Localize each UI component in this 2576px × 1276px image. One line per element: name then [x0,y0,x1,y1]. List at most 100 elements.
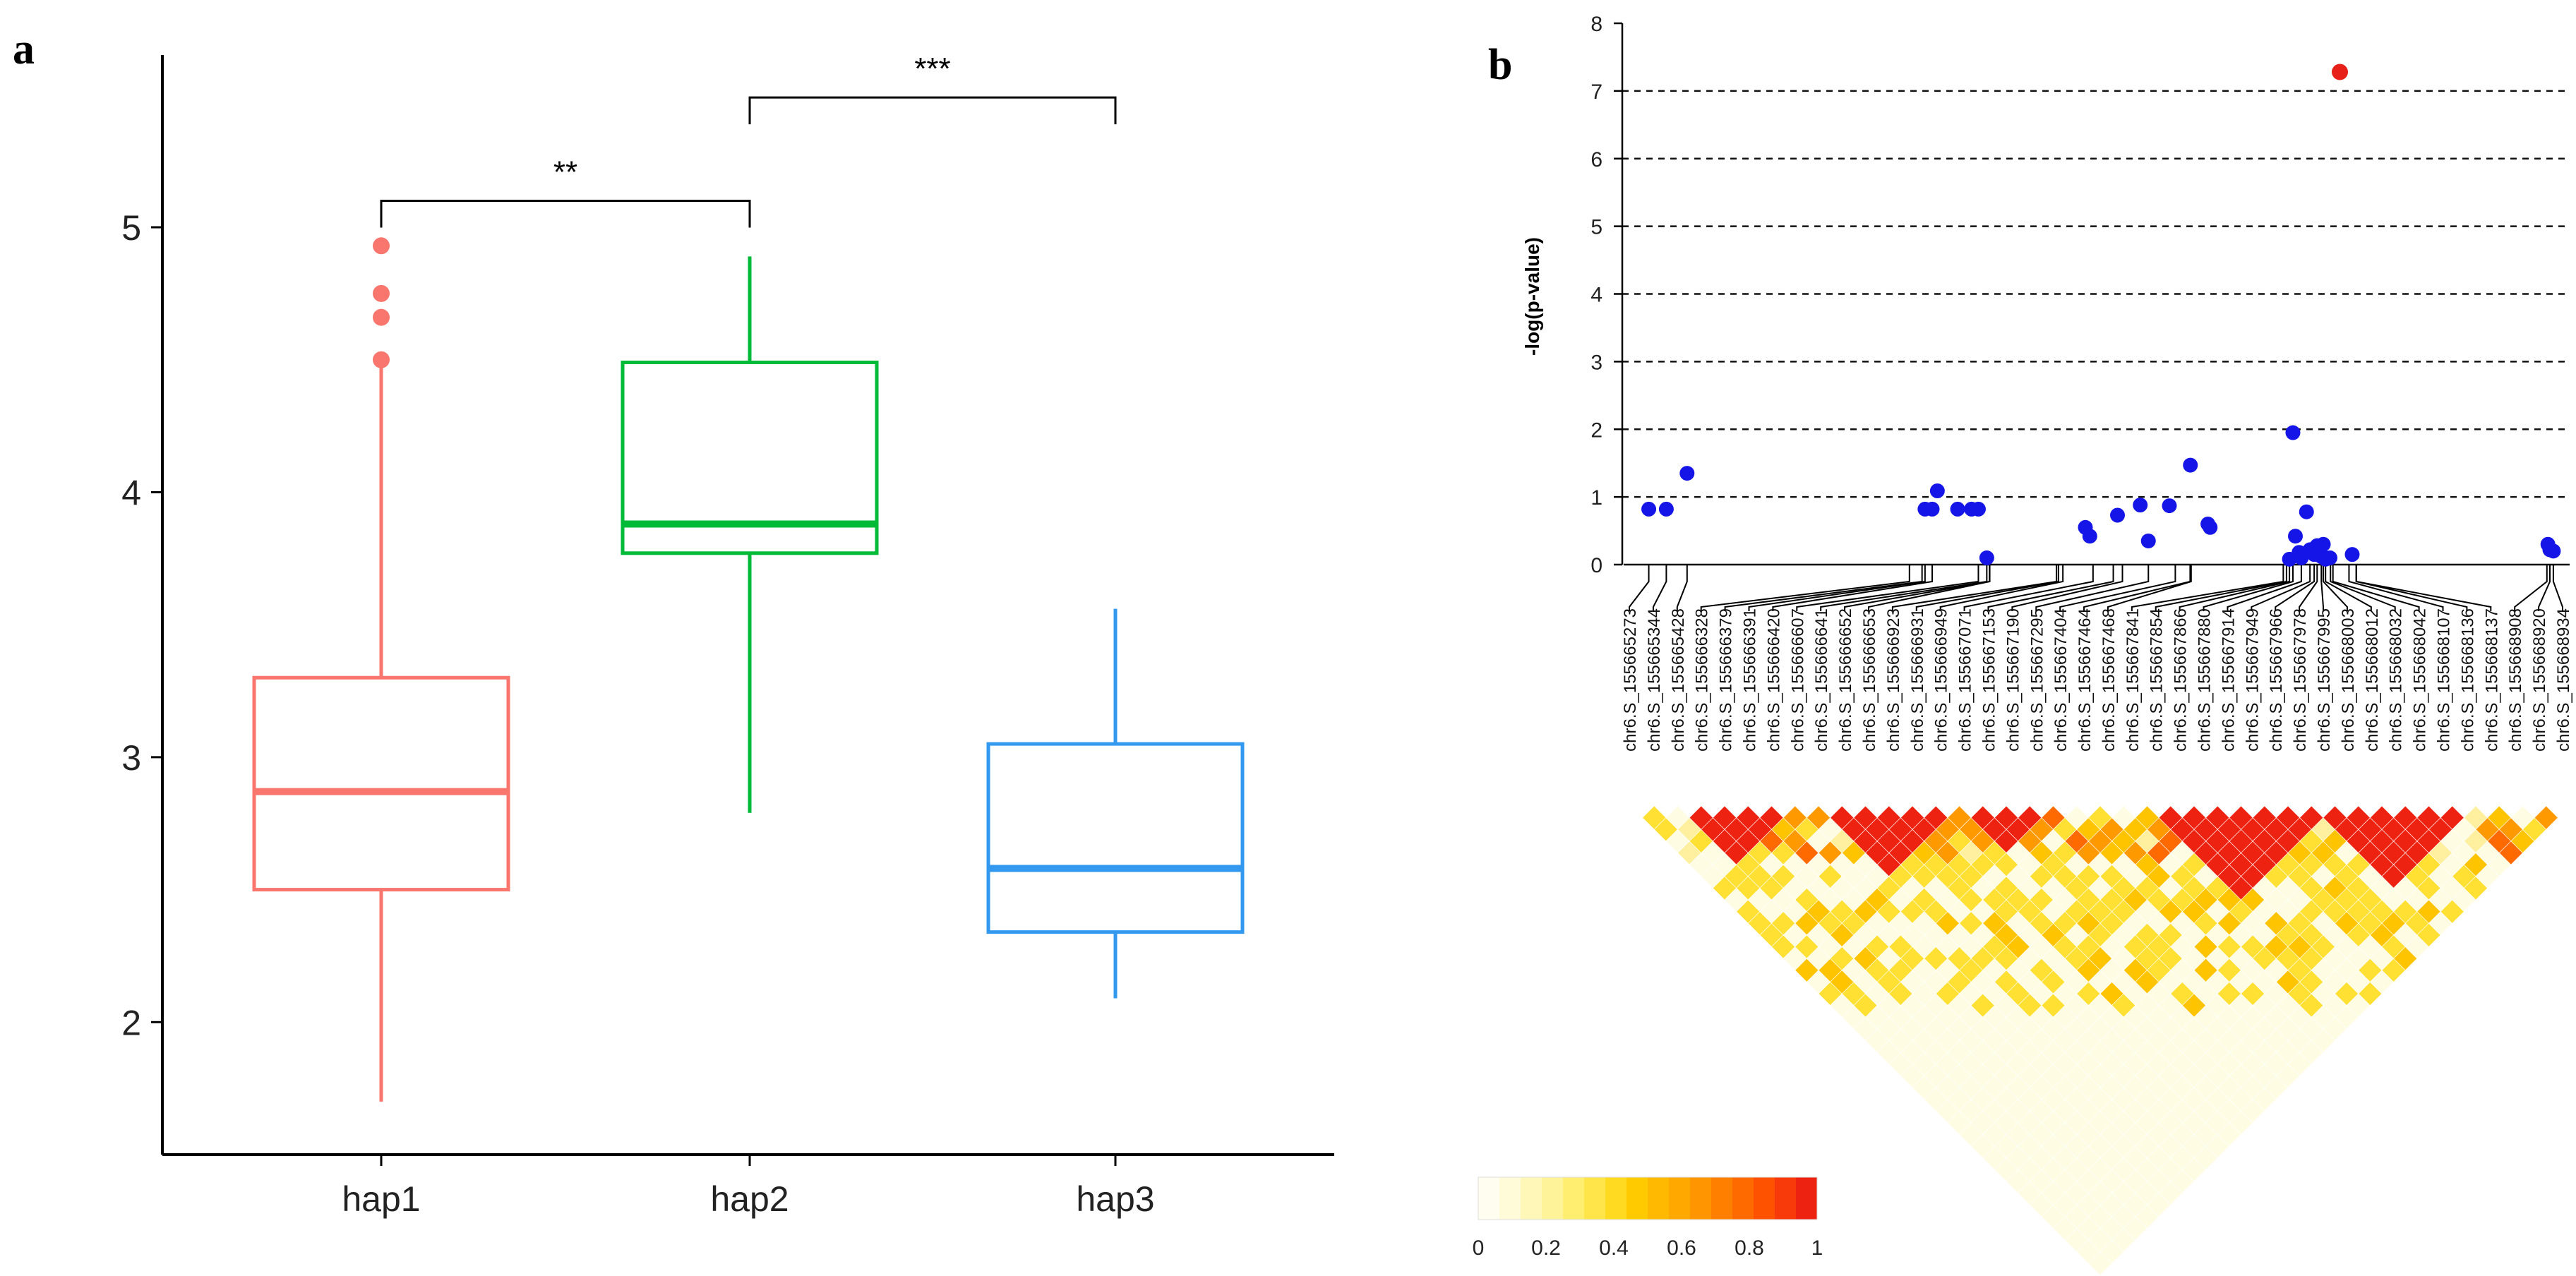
ld-legend-swatch [1521,1177,1542,1220]
snp-label: chr6.S_155667966 [2267,608,2286,752]
y-tick-label: 7 [1590,80,1602,104]
snp-connector [2332,565,2420,611]
snp-connector [2059,565,2176,611]
snp-label: chr6.S_155667854 [2147,608,2167,752]
snp-point [1970,501,1986,517]
ld-legend: 0 0.2 0.4 0.6 0.8 1 [1473,1176,1823,1260]
significance-bracket: *** [748,52,1117,125]
significance-label: *** [914,52,950,86]
snp-point [2183,457,2198,473]
snp-connector [1796,565,1979,611]
snp-point [1979,550,1994,565]
snp-point [2288,529,2303,544]
y-tick-label: 4 [1590,284,1602,307]
ld-legend-swatch [1690,1177,1712,1220]
snp-label: chr6.S_155667866 [2171,608,2191,752]
x-tick-label: hap2 [710,1179,789,1219]
snp-connector [2107,565,2192,611]
snp-label: chr6.S_155667995 [2315,608,2334,752]
snp-connector [2083,565,2191,611]
snp-label: chr6.S_155666607 [1788,608,1807,752]
y-tick-label: 8 [1590,13,1602,36]
significance-brackets: ***** [380,52,1117,228]
y-tick-label: 2 [121,1003,141,1042]
snp-connector [2320,565,2325,611]
snp-point [2344,547,2360,562]
association-gridlines [1622,90,2570,498]
snp-connector [2179,565,2291,611]
outlier-point [373,308,390,326]
snp-label: chr6.S_155668003 [2339,608,2358,752]
snp-point [2162,498,2177,514]
snp-label: chr6.S_155668908 [2506,608,2525,752]
snp-label: chr6.S_155668136 [2458,608,2477,752]
snp-point [2133,498,2148,513]
snp-point [2285,425,2301,440]
snp-connector [1820,565,1988,611]
snp-label: chr6.S_155667949 [2243,608,2262,752]
snp-point [1950,501,1965,517]
snp-connector [1891,565,2058,611]
bracket-line [380,199,751,228]
snp-connector [1772,565,1933,611]
snp-connector [2552,565,2563,611]
ld-legend-label: 0.2 [1531,1236,1561,1260]
ld-legend-label: 0.6 [1667,1236,1696,1260]
ld-legend-swatch [1563,1177,1585,1220]
y-tick-label: 3 [121,738,141,778]
snp-label: chr6.S_155666379 [1717,608,1736,752]
snp-point [2546,543,2561,559]
ld-legend-swatch [1732,1177,1754,1220]
snp-label: chr6.S_155668137 [2482,608,2501,752]
snp-label: chr6.S_155667295 [2027,608,2047,752]
snp-connector [2203,565,2294,611]
y-tick-label: 4 [121,473,141,512]
snp-label: chr6.S_155667468 [2099,608,2119,752]
snp-point [1679,466,1695,481]
box-iqr [986,742,1245,934]
ld-legend-label: 1 [1811,1236,1823,1260]
snp-connector [2348,565,2444,611]
y-tick-label: 5 [121,208,141,248]
y-tick-label: 5 [1590,216,1602,239]
snp-connector [2325,565,2372,611]
snp-connector [2323,565,2348,611]
snp-label: chr6.S_155667978 [2291,608,2310,752]
snp-label: chr6.S_155667071 [1956,608,1975,752]
snp-connector [2227,565,2302,611]
snp-label: chr6.S_155666653 [1860,608,1879,752]
snp-label: chr6.S_155668042 [2411,608,2430,752]
ld-legend-swatch [1584,1177,1606,1220]
snp-label: chr6.S_155668012 [2363,608,2382,752]
snp-label: chr6.S_155667190 [2003,608,2023,752]
association-panel: 0 1 2 3 4 5 6 7 8 -log(p-value) chr6.S_155665273… [1473,13,2573,1276]
snp-label: chr6.S_155666328 [1693,608,1712,752]
lead-snp-point [2332,64,2348,80]
snp-connector [2011,565,2123,611]
snp-point [2299,504,2314,519]
outlier-point [373,351,390,368]
snp-label: chr6.S_155668107 [2435,608,2454,752]
snp-connector [2538,565,2551,611]
ld-legend-label: 0.8 [1735,1236,1764,1260]
snp-connector [1748,565,1926,611]
snp-connector [1629,565,1650,611]
snp-label: chr6.S_155666641 [1812,608,1831,752]
ld-legend-swatch [1499,1177,1521,1220]
snp-labels: chr6.S_155665273 chr6.S_155665344 chr6.S_1… [1621,608,2573,752]
ld-legend-swatch [1711,1177,1733,1220]
snp-connector [2355,565,2492,611]
significance-label: ** [553,155,577,189]
ld-legend-label: 0 [1473,1236,1485,1260]
x-tick-label: hap1 [342,1179,420,1219]
snp-connector [1915,565,2059,611]
snp-point [1924,501,1940,517]
outlier-point [373,237,390,255]
ld-legend-frame [1478,1176,1818,1220]
ld-legend-label: 0.4 [1599,1236,1629,1260]
snp-connector [1963,565,2094,611]
box-hap2 [621,256,879,813]
significance-bracket: ** [380,155,751,228]
panel-a-label: a [13,25,35,73]
